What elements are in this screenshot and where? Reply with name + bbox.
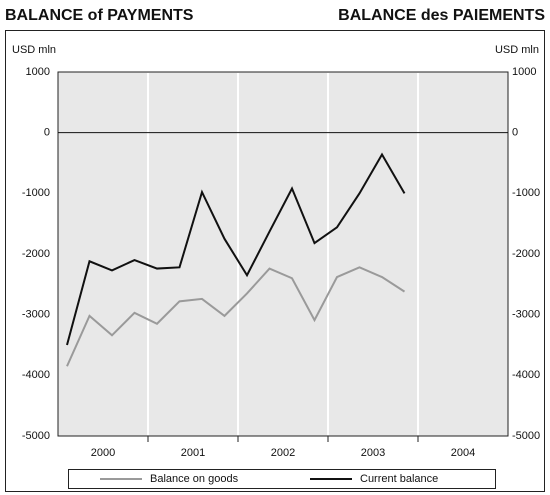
series-line	[66, 152, 406, 346]
series-line	[66, 266, 406, 367]
legend	[68, 469, 496, 489]
y2-tick-label: 1000	[512, 66, 536, 78]
y-axis-label: USD mln	[12, 44, 56, 56]
y-tick-label: -1000	[22, 187, 50, 199]
y2-tick-label: -3000	[512, 309, 540, 321]
y-tick-label: 0	[44, 127, 50, 139]
x-tick-label: 2000	[91, 447, 115, 459]
y2-tick-label: -2000	[512, 248, 540, 260]
legend-label: Balance on goods	[150, 473, 239, 485]
x-tick-label: 2001	[181, 447, 205, 459]
y-tick-label: 1000	[26, 66, 50, 78]
y2-tick-label: 0	[512, 127, 518, 139]
y-tick-label: -4000	[22, 369, 50, 381]
chart-title: BALANCE of PAYMENTS	[5, 7, 194, 24]
y2-tick-label: -4000	[512, 369, 540, 381]
y-tick-label: -2000	[22, 248, 50, 260]
x-tick-label: 2002	[271, 447, 295, 459]
x-tick-label: 2003	[361, 447, 385, 459]
legend-label: Current balance	[360, 473, 438, 485]
y-tick-label: -3000	[22, 309, 50, 321]
plot-area	[57, 71, 509, 437]
y-tick-label: -5000	[22, 430, 50, 442]
x-tick-label: 2004	[451, 447, 475, 459]
chart-title-fr: BALANCE des PAIEMENTS	[338, 7, 545, 24]
y2-tick-label: -1000	[512, 187, 540, 199]
frame	[5, 30, 545, 492]
y2-tick-label: -5000	[512, 430, 540, 442]
y2-axis-label: USD mln	[495, 44, 539, 56]
